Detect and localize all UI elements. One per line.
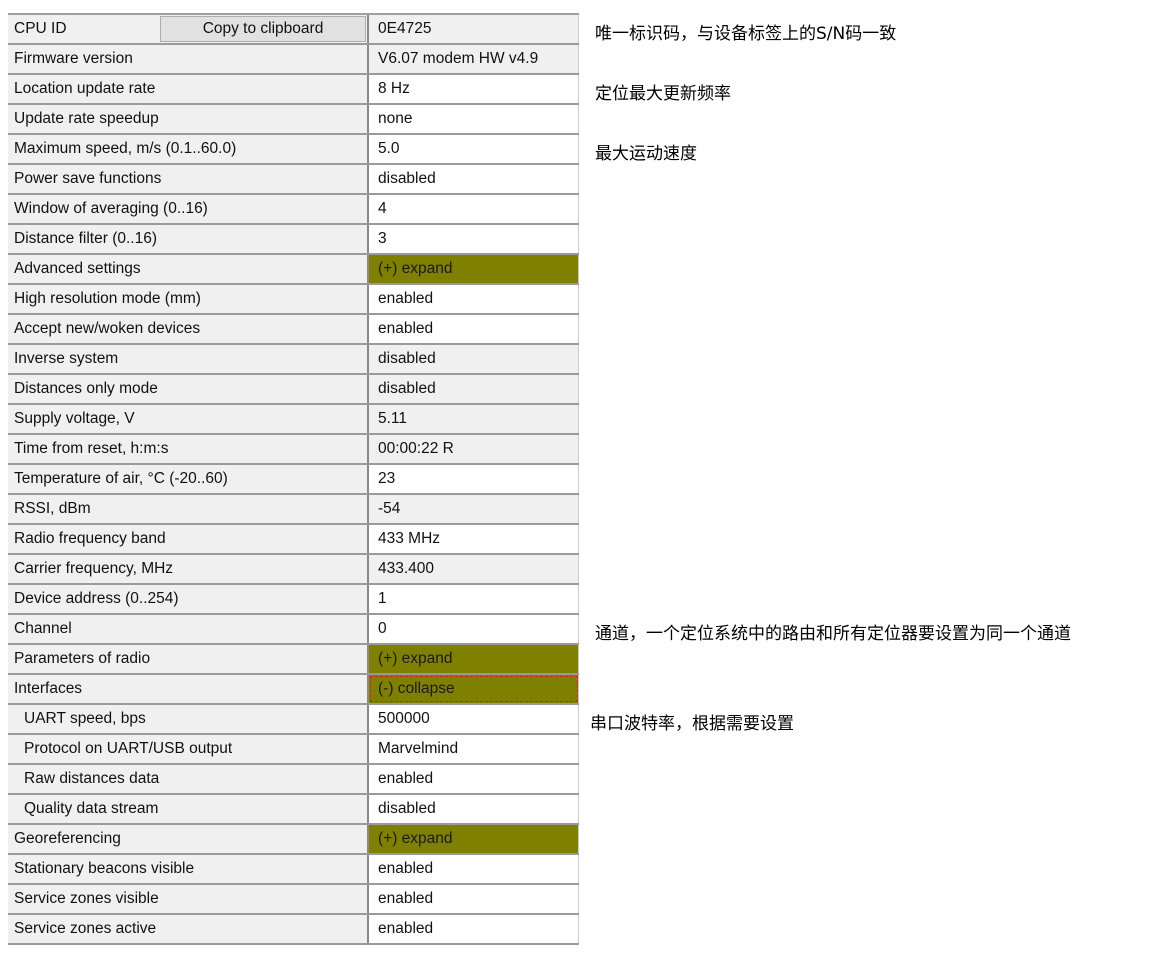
property-name: Georeferencing [8, 825, 369, 853]
property-row: Firmware version V6.07 modem HW v4.9 [8, 45, 579, 75]
property-row: Service zones visible enabled [8, 885, 579, 915]
annotation-text: 通道，一个定位系统中的路由和所有定位器要设置为同一个通道 [595, 624, 1071, 644]
property-value[interactable]: 0 [369, 615, 579, 643]
property-value: disabled [369, 375, 579, 403]
property-row: Window of averaging (0..16) 4 [8, 195, 579, 225]
property-name: Service zones active [8, 915, 369, 943]
property-name: Carrier frequency, MHz [8, 555, 369, 583]
property-value[interactable]: 3 [369, 225, 579, 253]
property-name: Accept new/woken devices [8, 315, 369, 343]
annotation-text: 定位最大更新频率 [595, 84, 731, 104]
property-name: Window of averaging (0..16) [8, 195, 369, 223]
group-toggle[interactable]: (+) expand [369, 255, 579, 283]
property-name: Inverse system [8, 345, 369, 373]
property-value[interactable]: 1 [369, 585, 579, 613]
property-row: High resolution mode (mm) enabled [8, 285, 579, 315]
property-row: Quality data stream disabled [8, 795, 579, 825]
device-settings-grid: CPU ID Copy to clipboard 0E4725 Firmware ve… [8, 13, 579, 945]
property-row: Update rate speedup none [8, 105, 579, 135]
property-value[interactable]: 500000 [369, 705, 579, 733]
property-name: Parameters of radio [8, 645, 369, 673]
property-name: Stationary beacons visible [8, 855, 369, 883]
property-name: RSSI, dBm [8, 495, 369, 523]
property-name: Distance filter (0..16) [8, 225, 369, 253]
property-row: Stationary beacons visible enabled [8, 855, 579, 885]
annotation-text: 唯一标识码，与设备标签上的S/N码一致 [595, 24, 897, 44]
property-row: Device address (0..254) 1 [8, 585, 579, 615]
property-value[interactable]: enabled [369, 285, 579, 313]
property-name: Firmware version [8, 45, 369, 73]
property-value[interactable]: enabled [369, 855, 579, 883]
property-row: Maximum speed, m/s (0.1..60.0) 5.0 [8, 135, 579, 165]
property-value: 00:00:22 R [369, 435, 579, 463]
property-value[interactable]: enabled [369, 915, 579, 943]
group-toggle[interactable]: (+) expand [369, 645, 579, 673]
property-row: Advanced settings (+) expand [8, 255, 579, 285]
property-name: Protocol on UART/USB output [8, 735, 369, 763]
property-name: Quality data stream [8, 795, 369, 823]
property-name: Location update rate [8, 75, 369, 103]
property-value[interactable]: 5.0 [369, 135, 579, 163]
property-value: disabled [369, 345, 579, 373]
property-row: Temperature of air, °C (-20..60) 23 [8, 465, 579, 495]
property-name: Power save functions [8, 165, 369, 193]
property-name: Supply voltage, V [8, 405, 369, 433]
property-row: CPU ID Copy to clipboard 0E4725 [8, 15, 579, 45]
property-row: Location update rate 8 Hz [8, 75, 579, 105]
property-value[interactable]: 23 [369, 465, 579, 493]
property-value[interactable]: disabled [369, 165, 579, 193]
annotation-text: 串口波特率，根据需要设置 [590, 714, 794, 734]
property-name: Channel [8, 615, 369, 643]
property-row: Channel 0 [8, 615, 579, 645]
property-name: Service zones visible [8, 885, 369, 913]
property-row: Inverse system disabled [8, 345, 579, 375]
property-row: Accept new/woken devices enabled [8, 315, 579, 345]
property-row: Raw distances data enabled [8, 765, 579, 795]
group-toggle[interactable]: (+) expand [369, 825, 579, 853]
property-name: Device address (0..254) [8, 585, 369, 613]
property-name: Radio frequency band [8, 525, 369, 553]
property-value[interactable]: enabled [369, 885, 579, 913]
property-name: Maximum speed, m/s (0.1..60.0) [8, 135, 369, 163]
property-row: Power save functions disabled [8, 165, 579, 195]
property-value[interactable]: 4 [369, 195, 579, 223]
property-row: Parameters of radio (+) expand [8, 645, 579, 675]
property-name: High resolution mode (mm) [8, 285, 369, 313]
property-value[interactable]: enabled [369, 765, 579, 793]
copy-to-clipboard-button[interactable]: Copy to clipboard [160, 16, 366, 42]
property-row: Service zones active enabled [8, 915, 579, 945]
property-row: Interfaces (-) collapse [8, 675, 579, 705]
property-value[interactable]: Marvelmind [369, 735, 579, 763]
property-value[interactable]: none [369, 105, 579, 133]
property-name: Update rate speedup [8, 105, 369, 133]
property-name: UART speed, bps [8, 705, 369, 733]
property-row: Radio frequency band 433 MHz [8, 525, 579, 555]
property-row: Protocol on UART/USB output Marvelmind [8, 735, 579, 765]
property-value: -54 [369, 495, 579, 523]
property-row: UART speed, bps 500000 [8, 705, 579, 735]
property-name: Time from reset, h:m:s [8, 435, 369, 463]
property-name: Raw distances data [8, 765, 369, 793]
property-row: Time from reset, h:m:s 00:00:22 R [8, 435, 579, 465]
property-value[interactable]: disabled [369, 795, 579, 823]
property-name: Interfaces [8, 675, 369, 703]
property-row: Distances only mode disabled [8, 375, 579, 405]
property-name: Advanced settings [8, 255, 369, 283]
annotation-text: 最大运动速度 [595, 144, 697, 164]
property-row: Distance filter (0..16) 3 [8, 225, 579, 255]
property-value: 433.400 [369, 555, 579, 583]
property-value[interactable]: 433 MHz [369, 525, 579, 553]
group-toggle[interactable]: (-) collapse [369, 675, 579, 703]
property-value: 5.11 [369, 405, 579, 433]
property-value[interactable]: enabled [369, 315, 579, 343]
property-value[interactable]: 8 Hz [369, 75, 579, 103]
property-row: Carrier frequency, MHz 433.400 [8, 555, 579, 585]
property-row: Supply voltage, V 5.11 [8, 405, 579, 435]
property-value: 0E4725 [369, 15, 579, 43]
property-name: Distances only mode [8, 375, 369, 403]
property-row: Georeferencing (+) expand [8, 825, 579, 855]
property-name: Temperature of air, °C (-20..60) [8, 465, 369, 493]
property-value: V6.07 modem HW v4.9 [369, 45, 579, 73]
property-row: RSSI, dBm -54 [8, 495, 579, 525]
